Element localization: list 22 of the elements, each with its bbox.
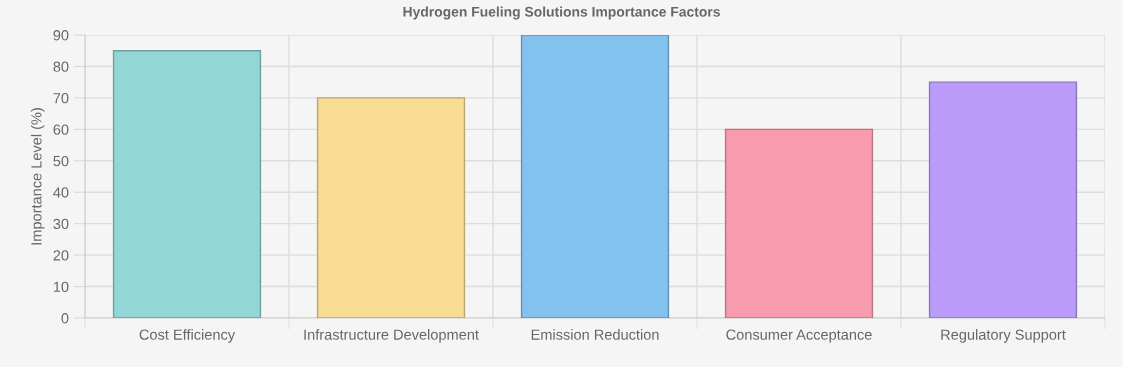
y-tick-label: 40 [53,187,69,198]
y-tick-label: 50 [53,155,69,167]
x-tick-label: Emission Reduction [531,329,659,340]
x-tick-label: Infrastructure Development [304,329,479,343]
y-tick-label: 80 [53,61,69,72]
y-tick-label: 60 [53,124,69,135]
bar [928,81,1078,318]
x-tick-label: Cost Efficiency [139,329,236,343]
y-tick-label: 0 [61,313,69,324]
y-tick-label: 70 [53,92,69,104]
x-tick-label: Regulatory Support [941,329,1066,343]
bar [520,35,670,318]
y-tick-label: 20 [53,250,69,261]
y-tick-label: 10 [53,281,69,292]
x-tick-label: Consumer Acceptance [726,329,872,343]
y-tick-label: 90 [53,30,69,41]
bar [724,128,874,318]
y-axis-title: Importance Level (%) [30,108,45,245]
bar [316,97,466,318]
y-tick-label: 30 [53,218,69,230]
bar [112,50,262,318]
chart-title: Hydrogen Fueling Solutions Importance Factors [403,6,720,20]
